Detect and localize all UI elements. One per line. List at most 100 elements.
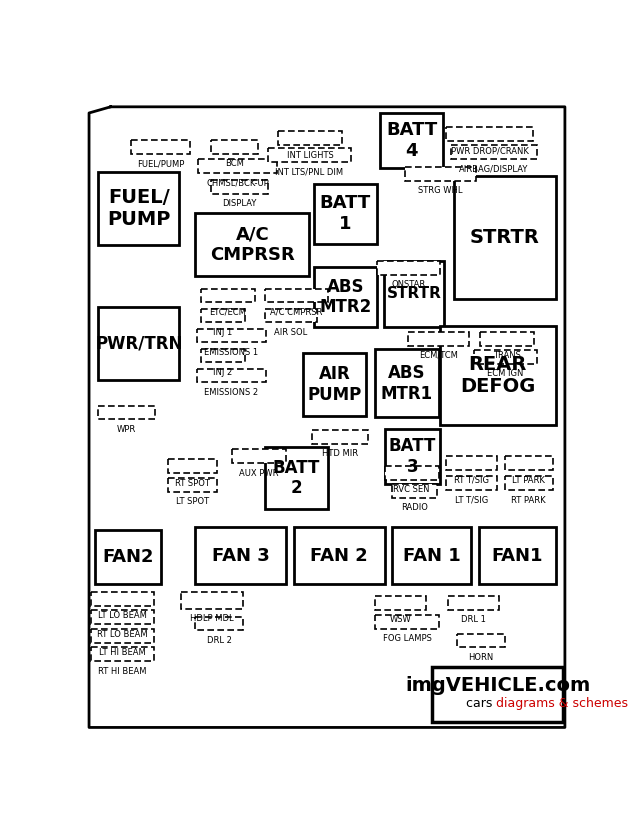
Text: BATT
4: BATT 4: [386, 121, 437, 160]
Bar: [380, 113, 443, 169]
Text: INJ 2: INJ 2: [213, 368, 233, 377]
Bar: [201, 349, 246, 363]
Bar: [447, 477, 497, 491]
Text: INT LTS/PNL DIM: INT LTS/PNL DIM: [275, 168, 343, 177]
Bar: [447, 457, 497, 470]
Bar: [211, 140, 258, 154]
Text: HORN: HORN: [468, 653, 494, 662]
Text: FAN 2: FAN 2: [311, 547, 368, 565]
Bar: [168, 459, 217, 473]
Bar: [384, 261, 444, 327]
Text: RVC SEN: RVC SEN: [394, 485, 430, 494]
Bar: [433, 667, 563, 722]
Text: imgVEHICLE.com: imgVEHICLE.com: [405, 676, 591, 695]
Text: ECM IGN: ECM IGN: [487, 369, 524, 378]
Bar: [376, 349, 439, 417]
Text: WSW: WSW: [390, 615, 412, 624]
Text: LT PARK: LT PARK: [512, 476, 545, 485]
Text: FUEL/PUMP: FUEL/PUMP: [137, 159, 184, 169]
Bar: [505, 457, 553, 470]
Text: cars: cars: [466, 697, 496, 710]
Text: FAN 1: FAN 1: [403, 547, 461, 565]
Bar: [98, 173, 179, 245]
Text: HTD MIR: HTD MIR: [322, 449, 358, 458]
Bar: [474, 350, 537, 364]
Bar: [377, 261, 440, 275]
Text: AIR
PUMP: AIR PUMP: [308, 365, 362, 404]
Bar: [451, 145, 537, 159]
Text: AIR SOL: AIR SOL: [274, 328, 308, 337]
Text: FAN 3: FAN 3: [212, 547, 270, 565]
Bar: [195, 527, 286, 584]
Bar: [454, 176, 556, 299]
Bar: [448, 596, 499, 610]
Bar: [303, 354, 366, 416]
Text: PWR/TRN: PWR/TRN: [95, 335, 182, 353]
Text: RT T/SIG: RT T/SIG: [454, 476, 489, 485]
Text: BATT
1: BATT 1: [320, 194, 371, 233]
Text: LT LO BEAM: LT LO BEAM: [98, 611, 147, 620]
Text: CHMSL/BCK-UP: CHMSL/BCK-UP: [206, 178, 269, 188]
Bar: [195, 213, 309, 276]
Text: RT HI BEAM: RT HI BEAM: [98, 667, 146, 676]
Bar: [91, 592, 154, 605]
Bar: [265, 288, 328, 302]
Bar: [181, 592, 243, 609]
Bar: [408, 332, 470, 345]
Bar: [440, 326, 556, 425]
Bar: [91, 629, 154, 643]
Bar: [392, 527, 471, 584]
Text: FOG LAMPS: FOG LAMPS: [383, 634, 431, 643]
Bar: [168, 478, 217, 491]
Text: ETC/ECM: ETC/ECM: [209, 308, 246, 317]
Bar: [294, 527, 385, 584]
Bar: [457, 634, 505, 648]
Bar: [198, 159, 277, 173]
Text: EMISSIONS 1: EMISSIONS 1: [204, 348, 258, 357]
Bar: [265, 309, 317, 322]
Bar: [131, 140, 190, 154]
Text: BCM: BCM: [225, 159, 244, 169]
Text: DRL 2: DRL 2: [207, 636, 232, 645]
Text: FAN2: FAN2: [102, 548, 154, 567]
Text: WPR: WPR: [117, 425, 137, 434]
Text: EMISSIONS 2: EMISSIONS 2: [204, 388, 258, 396]
Bar: [195, 616, 243, 630]
Text: A/C
CMPRSR: A/C CMPRSR: [210, 225, 295, 264]
Text: HDLP MDL: HDLP MDL: [190, 615, 234, 624]
Bar: [313, 430, 367, 444]
Text: ABS
MTR2: ABS MTR2: [320, 278, 371, 316]
Bar: [447, 127, 533, 140]
Text: ECM/TCM: ECM/TCM: [419, 351, 458, 360]
Bar: [478, 527, 556, 584]
Text: REAR
DEFOG: REAR DEFOG: [460, 355, 536, 396]
Text: BATT
3: BATT 3: [389, 437, 436, 476]
Bar: [314, 184, 377, 244]
Bar: [201, 288, 255, 302]
Bar: [197, 368, 266, 382]
Bar: [505, 477, 553, 491]
Text: DRL 1: DRL 1: [461, 615, 486, 624]
Text: LT SPOT: LT SPOT: [175, 497, 209, 506]
Text: STRTR: STRTR: [387, 287, 441, 301]
Text: DISPLAY: DISPLAY: [222, 199, 256, 208]
Text: INJ 1: INJ 1: [213, 328, 233, 337]
Text: ONSTAR: ONSTAR: [392, 280, 426, 289]
Bar: [91, 648, 154, 662]
Bar: [91, 610, 154, 624]
Bar: [385, 429, 440, 484]
Text: LT HI BEAM: LT HI BEAM: [99, 648, 145, 657]
Text: PWR DROP/CRANK: PWR DROP/CRANK: [450, 146, 528, 155]
Bar: [232, 449, 286, 463]
Bar: [392, 484, 437, 498]
Bar: [385, 466, 438, 480]
Bar: [98, 406, 155, 420]
Bar: [265, 447, 328, 509]
Text: STRG WHL: STRG WHL: [418, 186, 463, 195]
Bar: [268, 149, 351, 162]
Bar: [95, 530, 161, 584]
Bar: [376, 596, 426, 610]
Bar: [278, 131, 341, 145]
Text: STRTR: STRTR: [470, 228, 540, 247]
Text: INT LIGHTS: INT LIGHTS: [286, 150, 334, 159]
